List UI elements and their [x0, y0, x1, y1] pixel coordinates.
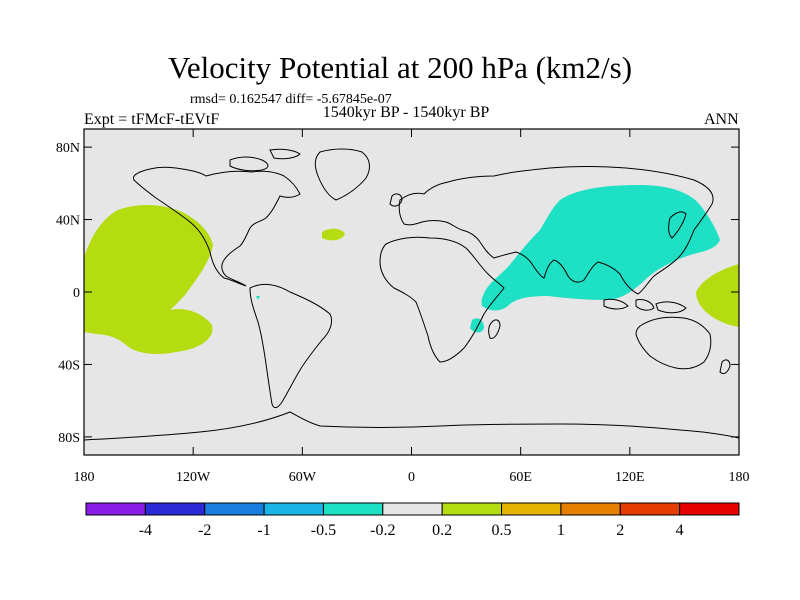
new-zealand-coast	[719, 359, 731, 375]
lon-tick-label: 0	[408, 470, 415, 485]
colorbar-swatch	[263, 502, 324, 516]
colorbar-swatch	[382, 502, 443, 516]
colorbar-swatch	[85, 502, 146, 516]
lon-tick-label: 120E	[615, 470, 645, 485]
eurasia-coast	[398, 166, 714, 295]
colorbar-label: 2	[616, 522, 624, 539]
lat-tick-label: 40S	[58, 358, 80, 373]
south-america-coast	[249, 284, 333, 409]
coastlines	[83, 148, 740, 441]
negative-anomaly-regions	[256, 185, 720, 333]
experiment-label: Expt = tFMcF-tEVtF	[84, 111, 220, 128]
colorbar-label: 0.2	[432, 522, 452, 539]
australia-coast	[635, 316, 712, 370]
colorbar-swatch	[441, 502, 503, 516]
british-isles-coast	[389, 193, 403, 207]
canadian-arctic-islands	[229, 148, 301, 172]
colorbar-swatch	[679, 502, 740, 516]
lat-tick-label: 0	[73, 286, 80, 301]
west-pacific-positive-region	[696, 264, 739, 327]
map-title: Velocity Potential at 200 hPa (km2/s)	[167, 50, 633, 85]
latitude-axis: 80N 40N 0 40S 80S	[56, 141, 739, 446]
lon-tick-label: 60W	[289, 470, 317, 485]
north-america-coast	[133, 166, 301, 287]
lat-tick-label: 80S	[58, 431, 80, 446]
colorbar-label: 1	[557, 522, 565, 539]
colorbar-swatch	[204, 502, 265, 516]
africa-coast	[379, 236, 505, 363]
colorbar: -4 -2 -1 -0.5 -0.2 0.2 0.5 1 2 4	[85, 502, 740, 539]
lat-tick-label: 40N	[56, 214, 80, 229]
japan-coast	[668, 211, 687, 239]
colorbar-swatch	[322, 502, 384, 516]
period-text: 1540kyr BP - 1540kyr BP	[322, 104, 490, 121]
colorbar-swatch	[501, 502, 562, 516]
colorbar-label: -2	[198, 522, 211, 539]
colorbar-label: 0.5	[492, 522, 512, 539]
asia-negative-region	[481, 185, 720, 311]
south-america-negative-dot	[256, 296, 260, 300]
colorbar-swatch	[619, 502, 681, 516]
colorbar-label: 4	[676, 522, 684, 539]
lon-tick-label: 180	[729, 470, 750, 485]
positive-anomaly-regions	[84, 204, 739, 354]
stats-text: rmsd= 0.162547 diff= -5.67845e-07	[190, 92, 392, 107]
colorbar-swatch	[560, 502, 621, 516]
lat-tick-label: 80N	[56, 141, 80, 156]
lon-tick-label: 120W	[176, 470, 211, 485]
greenland-coast	[314, 148, 370, 201]
colorbar-swatch	[144, 502, 206, 516]
colorbar-label: -4	[139, 522, 152, 539]
north-pacific-positive-region	[84, 204, 213, 354]
longitude-axis: 180 120W 60W 0 60E 120E 180	[74, 129, 750, 485]
colorbar-label: -0.2	[370, 522, 395, 539]
southeast-asia-islands	[603, 298, 687, 314]
antarctica-coast	[83, 411, 740, 441]
lon-tick-label: 60E	[509, 470, 532, 485]
lon-tick-label: 180	[74, 470, 95, 485]
season-label: ANN	[704, 111, 739, 128]
colorbar-label: -0.5	[311, 522, 336, 539]
madagascar-coast	[488, 319, 501, 339]
atlantic-positive-patch	[322, 228, 345, 241]
east-africa-negative-patch	[470, 318, 484, 333]
colorbar-label: -1	[257, 522, 270, 539]
